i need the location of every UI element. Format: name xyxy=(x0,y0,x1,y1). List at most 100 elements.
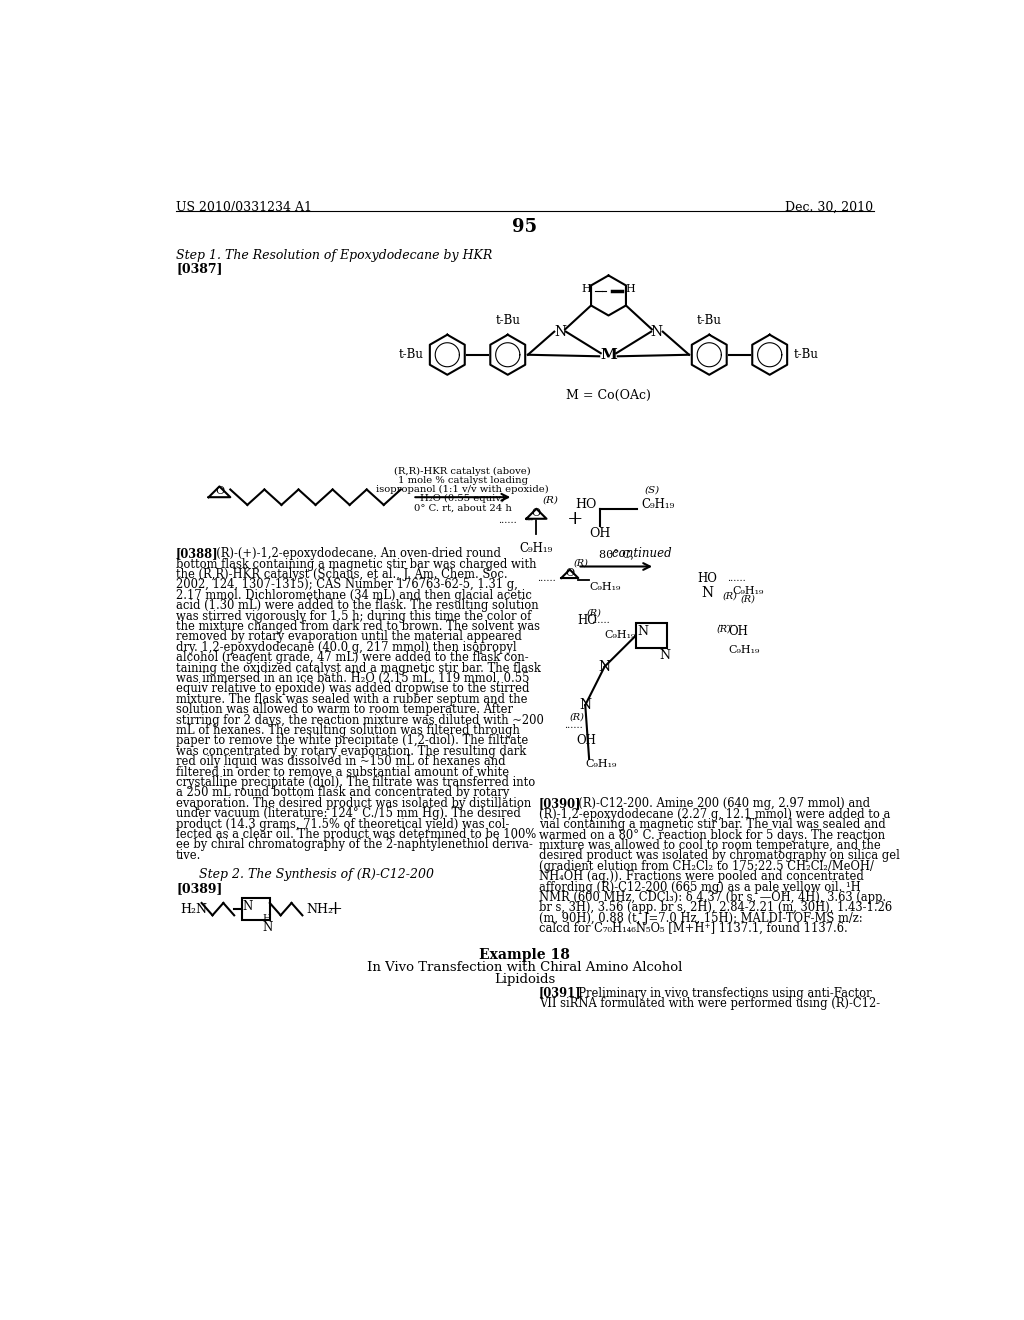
Polygon shape xyxy=(591,276,626,315)
Text: M: M xyxy=(600,347,616,362)
Text: tive.: tive. xyxy=(176,849,202,862)
Text: Step 2. The Synthesis of (R)-C12-200: Step 2. The Synthesis of (R)-C12-200 xyxy=(200,869,434,882)
Text: H: H xyxy=(582,284,592,294)
Text: OH: OH xyxy=(729,626,749,639)
Text: alcohol (reagent grade, 47 mL) were added to the flask con-: alcohol (reagent grade, 47 mL) were adde… xyxy=(176,651,528,664)
Text: (S): (S) xyxy=(645,486,660,495)
Text: (R): (R) xyxy=(722,591,737,601)
Text: C₉H₁₉: C₉H₁₉ xyxy=(589,582,621,591)
Text: t-Bu: t-Bu xyxy=(794,348,818,362)
Text: filtered in order to remove a substantial amount of white: filtered in order to remove a substantia… xyxy=(176,766,509,779)
Text: was immersed in an ice bath. H₂O (2.15 mL, 119 mmol, 0.55: was immersed in an ice bath. H₂O (2.15 m… xyxy=(176,672,529,685)
Text: ......: ...... xyxy=(727,574,745,583)
Text: N: N xyxy=(554,325,566,339)
Text: N: N xyxy=(650,325,663,339)
Polygon shape xyxy=(561,570,579,578)
Text: ......: ...... xyxy=(537,574,556,582)
Text: Example 18: Example 18 xyxy=(479,948,570,962)
Text: OH: OH xyxy=(589,527,610,540)
Text: t-Bu: t-Bu xyxy=(696,314,722,327)
Polygon shape xyxy=(753,335,787,375)
Text: mL of hexanes. The resulting solution was filtered through: mL of hexanes. The resulting solution wa… xyxy=(176,723,520,737)
Text: N: N xyxy=(659,649,671,661)
Text: N: N xyxy=(579,698,591,711)
Text: equiv relative to epoxide) was added dropwise to the stirred: equiv relative to epoxide) was added dro… xyxy=(176,682,529,696)
Text: +: + xyxy=(567,510,584,528)
Text: Lipidoids: Lipidoids xyxy=(495,973,555,986)
Text: mixture. The flask was sealed with a rubber septum and the: mixture. The flask was sealed with a rub… xyxy=(176,693,527,706)
Text: a 250 mL round bottom flask and concentrated by rotary: a 250 mL round bottom flask and concentr… xyxy=(176,787,509,800)
Text: affording (R)-C12-200 (665 mg) as a pale yellow oil. ¹H: affording (R)-C12-200 (665 mg) as a pale… xyxy=(539,880,860,894)
Text: (R)-C12-200. Amine 200 (640 mg, 2.97 mmol) and: (R)-C12-200. Amine 200 (640 mg, 2.97 mmo… xyxy=(571,797,870,810)
Text: dry. 1,2-epoxydodecane (40.0 g, 217 mmol) then isopropyl: dry. 1,2-epoxydodecane (40.0 g, 217 mmol… xyxy=(176,640,517,653)
Text: br s, 3H), 3.56 (app. br s, 2H), 2.84-2.21 (m, 30H), 1.43-1.26: br s, 3H), 3.56 (app. br s, 2H), 2.84-2.… xyxy=(539,902,892,915)
Text: 2.17 mmol. Dichloromethane (34 mL) and then glacial acetic: 2.17 mmol. Dichloromethane (34 mL) and t… xyxy=(176,589,531,602)
Text: +: + xyxy=(328,900,342,919)
Polygon shape xyxy=(526,508,547,519)
Text: C₉H₁₉: C₉H₁₉ xyxy=(604,630,636,640)
Text: acid (1.30 mL) were added to the flask. The resulting solution: acid (1.30 mL) were added to the flask. … xyxy=(176,599,539,612)
Text: warmed on a 80° C. reaction block for 5 days. The reaction: warmed on a 80° C. reaction block for 5 … xyxy=(539,829,885,842)
Text: OH: OH xyxy=(575,734,596,747)
Text: H: H xyxy=(626,284,635,294)
Text: Dec. 30, 2010: Dec. 30, 2010 xyxy=(785,201,873,214)
Text: VII siRNA formulated with were performed using (R)-C12-: VII siRNA formulated with were performed… xyxy=(539,997,880,1010)
Text: In Vivo Transfection with Chiral Amino Alcohol: In Vivo Transfection with Chiral Amino A… xyxy=(368,961,682,974)
Text: (R): (R) xyxy=(587,609,602,618)
Text: t-Bu: t-Bu xyxy=(398,348,423,362)
Polygon shape xyxy=(490,335,525,375)
Text: ......: ...... xyxy=(564,721,583,730)
Polygon shape xyxy=(692,335,727,375)
Text: N: N xyxy=(262,921,272,933)
Text: ......: ...... xyxy=(499,516,517,525)
Text: [0389]: [0389] xyxy=(176,882,222,895)
Text: HO: HO xyxy=(577,614,597,627)
Text: was concentrated by rotary evaporation. The resulting dark: was concentrated by rotary evaporation. … xyxy=(176,744,526,758)
Text: solution was allowed to warm to room temperature. After: solution was allowed to warm to room tem… xyxy=(176,704,513,717)
Text: the (R,R)-HKR catalyst (Schaus, et al., J. Am. Chem. Soc.: the (R,R)-HKR catalyst (Schaus, et al., … xyxy=(176,568,508,581)
Text: O: O xyxy=(215,486,224,496)
Text: Step 1. The Resolution of Epoxydodecane by HKR: Step 1. The Resolution of Epoxydodecane … xyxy=(176,249,493,263)
Text: desired product was isolated by chromatography on silica gel: desired product was isolated by chromato… xyxy=(539,850,900,862)
Text: crystalline precipitate (diol). The filtrate was transferred into: crystalline precipitate (diol). The filt… xyxy=(176,776,536,789)
Text: Preliminary in vivo transfections using anti-Factor: Preliminary in vivo transfections using … xyxy=(571,986,871,999)
Text: stirring for 2 days, the reaction mixture was diluted with ~200: stirring for 2 days, the reaction mixtur… xyxy=(176,714,544,726)
Text: H₂O (0.55 equiv): H₂O (0.55 equiv) xyxy=(420,494,505,503)
Text: O: O xyxy=(565,569,574,578)
Text: product (14.3 grams, 71.5% of theoretical yield) was col-: product (14.3 grams, 71.5% of theoretica… xyxy=(176,817,509,830)
Text: (R,R)-HKR catalyst (above): (R,R)-HKR catalyst (above) xyxy=(394,466,531,475)
Text: 95: 95 xyxy=(512,218,538,236)
Text: (R)-1,2-epoxydodecane (2.27 g, 12.1 mmol) were added to a: (R)-1,2-epoxydodecane (2.27 g, 12.1 mmol… xyxy=(539,808,890,821)
Text: C₉H₁₉: C₉H₁₉ xyxy=(641,499,674,511)
Text: under vacuum (literature: 124° C./15 mm Hg). The desired: under vacuum (literature: 124° C./15 mm … xyxy=(176,807,521,820)
Text: [0391]: [0391] xyxy=(539,986,582,999)
Text: 1 mole % catalyst loading: 1 mole % catalyst loading xyxy=(397,477,527,484)
Text: ......: ...... xyxy=(592,616,610,624)
Text: NH₂: NH₂ xyxy=(306,903,333,916)
Text: (R): (R) xyxy=(717,624,732,634)
Text: [0388]: [0388] xyxy=(176,548,219,560)
Text: t-Bu: t-Bu xyxy=(496,314,520,327)
Text: the mixture changed from dark red to brown. The solvent was: the mixture changed from dark red to bro… xyxy=(176,620,540,634)
Text: O: O xyxy=(531,508,541,519)
Text: mixture was allowed to cool to room temperature, and the: mixture was allowed to cool to room temp… xyxy=(539,840,881,853)
Text: C₉H₁₉: C₉H₁₉ xyxy=(729,645,760,655)
Text: H₂N: H₂N xyxy=(180,903,207,916)
Text: [0387]: [0387] xyxy=(176,263,222,276)
Text: 2002, 124, 1307-1315); CAS Number 176763-62-5, 1.31 g,: 2002, 124, 1307-1315); CAS Number 176763… xyxy=(176,578,518,591)
Text: was stirred vigorously for 1.5 h; during this time the color of: was stirred vigorously for 1.5 h; during… xyxy=(176,610,531,623)
Text: NMR (600 MHz, CDCl₃): δ 4.37 (br s, —OH, 4H), 3.63 (app.: NMR (600 MHz, CDCl₃): δ 4.37 (br s, —OH,… xyxy=(539,891,886,904)
Text: NH₄OH (aq.)). Fractions were pooled and concentrated: NH₄OH (aq.)). Fractions were pooled and … xyxy=(539,870,863,883)
Text: (R): (R) xyxy=(740,595,755,605)
Text: C₉H₁₉: C₉H₁₉ xyxy=(520,543,553,554)
Text: ......: ...... xyxy=(717,619,736,628)
Text: C₉H₁₉: C₉H₁₉ xyxy=(586,759,616,770)
Text: bottom flask containing a magnetic stir bar was charged with: bottom flask containing a magnetic stir … xyxy=(176,557,537,570)
Text: 0° C. rt, about 24 h: 0° C. rt, about 24 h xyxy=(414,504,512,512)
Text: (gradient elution from CH₂Cl₂ to 175:22.5 CH₂Cl₂/MeOH/: (gradient elution from CH₂Cl₂ to 175:22.… xyxy=(539,859,873,873)
Text: taining the oxidized catalyst and a magnetic stir bar. The flask: taining the oxidized catalyst and a magn… xyxy=(176,661,541,675)
Text: paper to remove the white precipitate (1,2-diol). The filtrate: paper to remove the white precipitate (1… xyxy=(176,734,528,747)
Text: HO: HO xyxy=(575,499,597,511)
Text: N: N xyxy=(701,586,714,601)
Text: vial containing a magnetic stir bar. The vial was sealed and: vial containing a magnetic stir bar. The… xyxy=(539,818,886,832)
